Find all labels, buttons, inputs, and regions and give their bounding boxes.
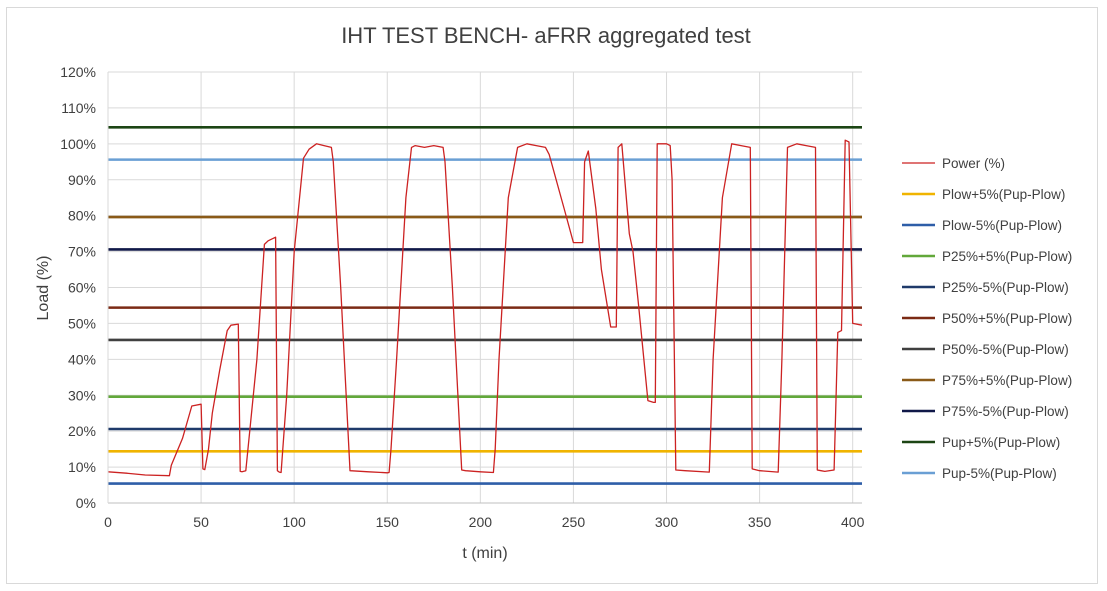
x-tick-label: 300: [655, 514, 679, 530]
data-series: [107, 139, 863, 477]
legend: Power (%) Plow+5%(Pup-Plow) Plow-5%(Pup-Pl…: [902, 156, 1072, 481]
x-tick-label: 400: [841, 514, 865, 530]
chart-frame: [6, 7, 1098, 584]
chart-title: IHT TEST BENCH- aFRR aggregated test: [341, 23, 751, 48]
legend-entry: P75%-5%(Pup-Plow): [942, 404, 1069, 419]
x-tick-label: 50: [193, 514, 209, 530]
power-series-line: [107, 139, 863, 477]
y-tick-label: 90%: [68, 172, 96, 188]
y-tick-label: 60%: [68, 280, 96, 296]
y-tick-label: 120%: [60, 64, 96, 80]
x-tick-label: 200: [469, 514, 493, 530]
y-axis-title: Load (%): [35, 256, 52, 321]
y-tick-label: 100%: [60, 136, 96, 152]
y-tick-label: 20%: [68, 423, 96, 439]
x-axis-title: t (min): [462, 545, 507, 562]
y-tick-label: 110%: [61, 100, 96, 116]
legend-entry: P25%-5%(Pup-Plow): [942, 280, 1069, 295]
y-tick-label: 70%: [68, 244, 96, 260]
y-tick-label: 40%: [68, 351, 96, 367]
legend-entry: Pup-5%(Pup-Plow): [942, 466, 1057, 481]
y-tick-label: 30%: [68, 387, 96, 403]
y-tick-label: 50%: [68, 315, 96, 331]
y-tick-label: 0%: [76, 495, 96, 511]
reference-lines: [108, 126, 862, 485]
legend-entry: Plow+5%(Pup-Plow): [942, 187, 1065, 202]
legend-entry: P75%+5%(Pup-Plow): [942, 373, 1072, 388]
x-tick-label: 350: [748, 514, 772, 530]
x-tick-label: 150: [376, 514, 400, 530]
gridlines: [107, 71, 862, 504]
y-tick-label: 80%: [68, 208, 96, 224]
axes: 0% 10% 20% 30% 40% 50% 60% 70% 80% 90% 100% 110% 120…: [60, 64, 864, 530]
legend-entry: P50%-5%(Pup-Plow): [942, 342, 1069, 357]
legend-entry: P25%+5%(Pup-Plow): [942, 249, 1072, 264]
legend-entry: Power (%): [942, 156, 1005, 171]
x-tick-label: 100: [282, 514, 306, 530]
x-tick-label: 250: [562, 514, 586, 530]
legend-entry: Plow-5%(Pup-Plow): [942, 218, 1062, 233]
legend-entry: P50%+5%(Pup-Plow): [942, 311, 1072, 326]
legend-entry: Pup+5%(Pup-Plow): [942, 435, 1060, 450]
y-tick-label: 10%: [68, 459, 96, 475]
x-tick-label: 0: [104, 514, 112, 530]
